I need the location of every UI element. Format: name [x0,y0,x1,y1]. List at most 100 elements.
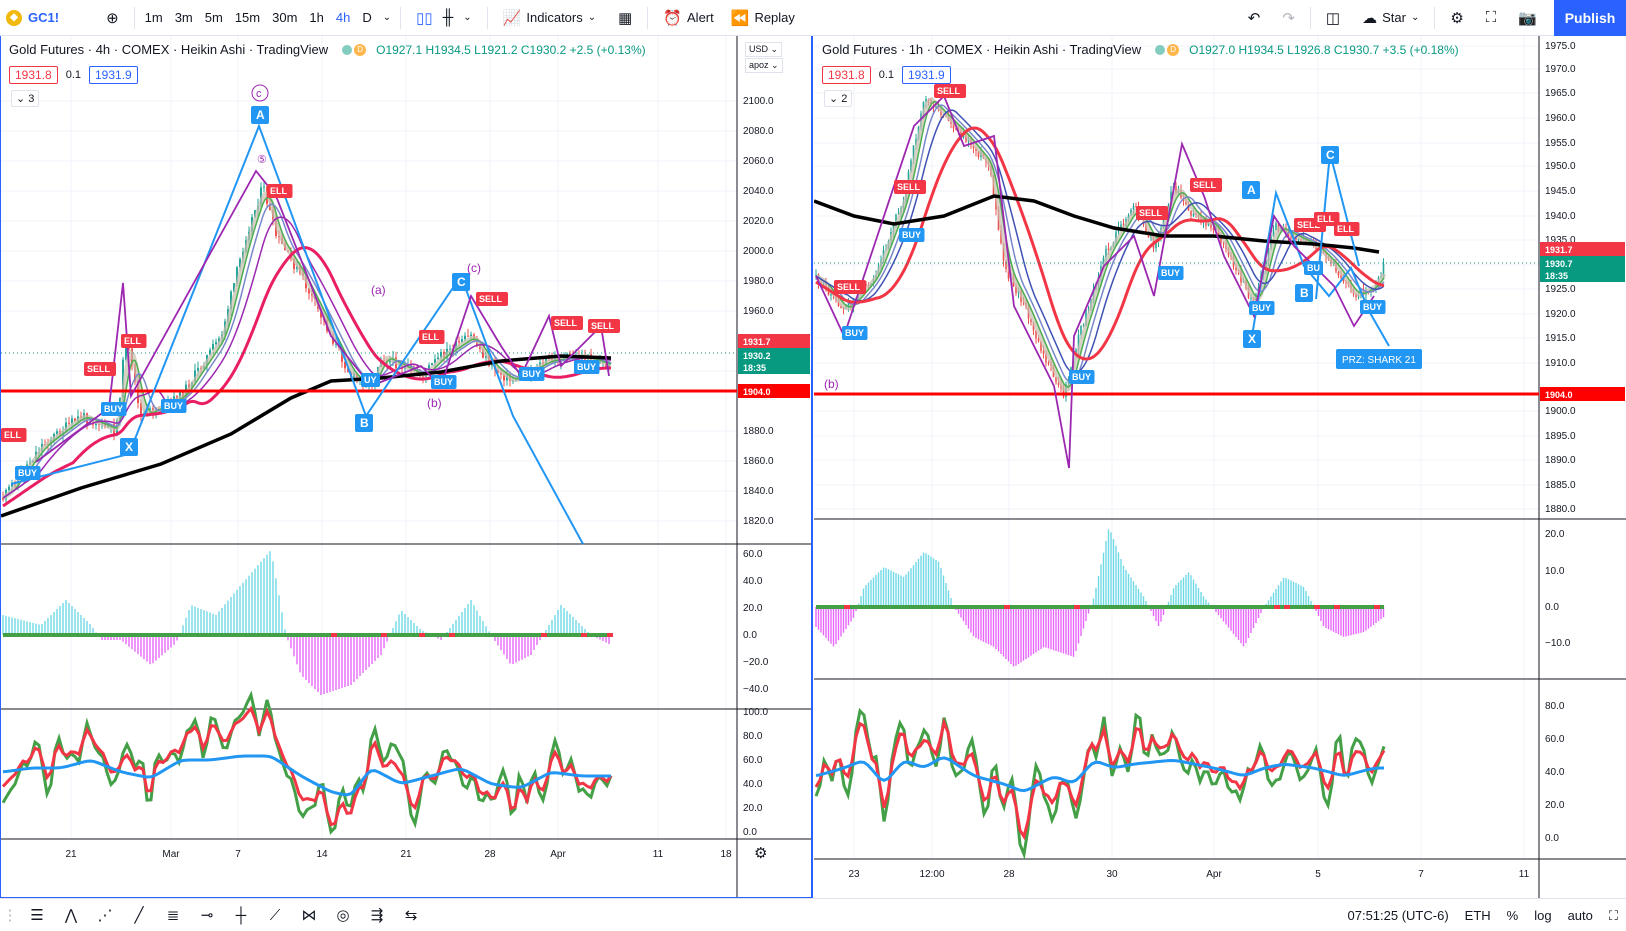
chart-panel-4h[interactable]: ELL BUY SELL BUY ELL BUY ELL UY ELL BUY SELL BUY SEL… [0,36,813,898]
redo-button[interactable]: ↷ [1271,0,1306,36]
currency-button[interactable]: USD ⌄ [745,42,783,57]
price-tick-label: 1860.0 [743,456,774,467]
interval-15m[interactable]: 15m [234,10,261,25]
interval-1h[interactable]: 1h [309,10,324,25]
interval-30m[interactable]: 30m [272,10,298,25]
auto-scale-toggle[interactable]: auto [1567,908,1593,923]
bars-pattern-icon[interactable]: ┼ [235,906,247,924]
cycle-icon[interactable]: ◎ [336,907,350,924]
moving-average-line [815,126,1385,361]
snapshot-button[interactable]: 📷 [1507,0,1548,36]
session-toggle[interactable]: ETH [1464,908,1491,923]
sell-price-button[interactable]: 1931.8 [822,66,871,84]
buy-price-button[interactable]: 1931.9 [902,66,951,84]
sell-signal-tag [419,330,445,344]
candle-body [1357,296,1360,298]
templates-button[interactable]: ▦ [607,0,643,36]
interval-d[interactable]: D [362,10,372,25]
sell-signal-label: SELL [591,321,615,331]
buy-signal-label: UY [364,375,377,385]
sell-price-button[interactable]: 1931.8 [9,66,58,84]
settings-button[interactable]: ⚙ [1439,0,1474,36]
buy-signal-tag [519,367,545,381]
heikin-ashi-candles [2,181,610,505]
indicators-collapse-toggle[interactable]: ⌄ 3 [11,90,40,107]
compare-button[interactable]: ⊕ [95,0,130,36]
price-tick-label: 1955.0 [1545,138,1576,149]
fullscreen-button[interactable]: ⛶ [1475,0,1508,36]
abcd-pattern-icon[interactable]: ⋀ [64,907,78,924]
candle-body [482,349,484,358]
undo-button[interactable]: ↶ [1237,0,1272,36]
fib-icon[interactable]: ≣ [166,907,180,924]
xabcd-pattern-icon[interactable]: ⋈ [301,907,317,924]
osc-tick-label: −40.0 [743,684,769,695]
candle-body [1247,287,1250,298]
candle-body [197,367,199,371]
interval-1m[interactable]: 1m [144,10,163,25]
interval-4h[interactable]: 4h [335,10,351,25]
camera-icon: 📷 [1518,9,1537,27]
candle-body [1287,232,1290,238]
wave-label-b: (b) [427,396,442,410]
layout-button[interactable]: ◫ [1315,0,1351,36]
scale-mode-button[interactable]: apoz ⌄ [745,58,783,73]
buy-price-button[interactable]: 1931.9 [89,66,138,84]
candle-body [1105,248,1107,258]
layout-name-button[interactable]: ☁ Star ⌄ [1351,0,1430,36]
sell-signal-tag [267,184,293,198]
interval-5m[interactable]: 5m [204,10,223,25]
interval-3m[interactable]: 3m [174,10,193,25]
trend-line-icon[interactable]: ╱ [134,907,144,924]
sell-signal-tag [934,84,966,98]
candle-body [212,344,214,350]
buy-signal-label: BUY [845,328,864,338]
date-range-icon[interactable]: ⇆ [404,907,418,924]
replay-button[interactable]: ⏪ Replay [720,0,801,36]
horizontal-ray-icon[interactable]: ⊸ [200,907,214,924]
buy-signal-tag [361,373,380,387]
ray-icon[interactable]: ⟋ [269,906,281,924]
alert-button[interactable]: ⏰ Alert [652,0,719,36]
chart-panel-1h[interactable]: SELL BUY SELL BUY SELL BUY SELL BUY SELL BUY SELL E… [814,36,1626,898]
symbol-label: GC1! [28,10,60,25]
buy-signal-tag [101,402,127,416]
candle-body [997,209,1000,231]
ohlc-values: O1927.1 H1934.5 L1921.2 C1930.2 +2.5 (+0… [376,42,646,57]
chart-legend: Gold Futures · 1h · COMEX · Heikin Ashi … [822,42,1459,57]
stoch-k-line [1,690,613,835]
percent-scale-toggle[interactable]: % [1506,908,1519,923]
lines-tool-icon[interactable]: ☰ [30,907,44,924]
candle-body [65,422,67,432]
pattern-point-c [452,273,470,291]
candle-body [8,486,10,490]
chart-type-button[interactable]: ▯▯ ╫ ⌄ [405,0,483,36]
maximize-icon[interactable]: ⛶ [1608,907,1618,923]
clock-timezone[interactable]: 07:51:25 (UTC-6) [1347,908,1449,923]
publish-button[interactable]: Publish [1554,0,1626,36]
indicators-collapse-toggle[interactable]: ⌄ 2 [824,90,853,107]
candle-body [1082,325,1085,327]
wave-pattern-line [35,169,610,463]
indicators-button[interactable]: 📈 Indicators ⌄ [492,0,607,36]
candle-body [922,101,925,114]
chart-canvas-1h[interactable]: SELLBUYSELLBUYSELLBUYSELLBUYSELLBUYSELLE… [814,36,1626,898]
sell-signal-label: ELL [422,332,440,342]
elliott-wave-icon[interactable]: ⋰ [97,907,113,924]
bars-icon: ╫ [442,9,454,26]
price-tick-label: 2080.0 [743,126,774,137]
price-tick-label: 1895.0 [1545,431,1576,442]
chevron-down-icon[interactable]: ⌄ [382,12,392,23]
buy-signal-label: BU [1307,263,1320,273]
chart-title: Gold Futures · 4h · COMEX · Heikin Ashi … [9,42,329,57]
divider [647,6,649,29]
wave-pattern-line [815,94,1375,469]
log-scale-toggle[interactable]: log [1534,908,1552,923]
symbol-search[interactable]: ◆ GC1! [0,0,65,36]
chart-canvas-4h[interactable]: ELL BUY SELL BUY ELL BUY ELL UY ELL BUY SELL BUY SEL… [1,36,811,898]
prz-label-box [1336,349,1422,369]
long-position-icon[interactable]: ⇶ [370,907,384,924]
gold-logo-icon: ◆ [6,9,22,26]
price-tick-label: 1890.0 [1545,455,1576,466]
